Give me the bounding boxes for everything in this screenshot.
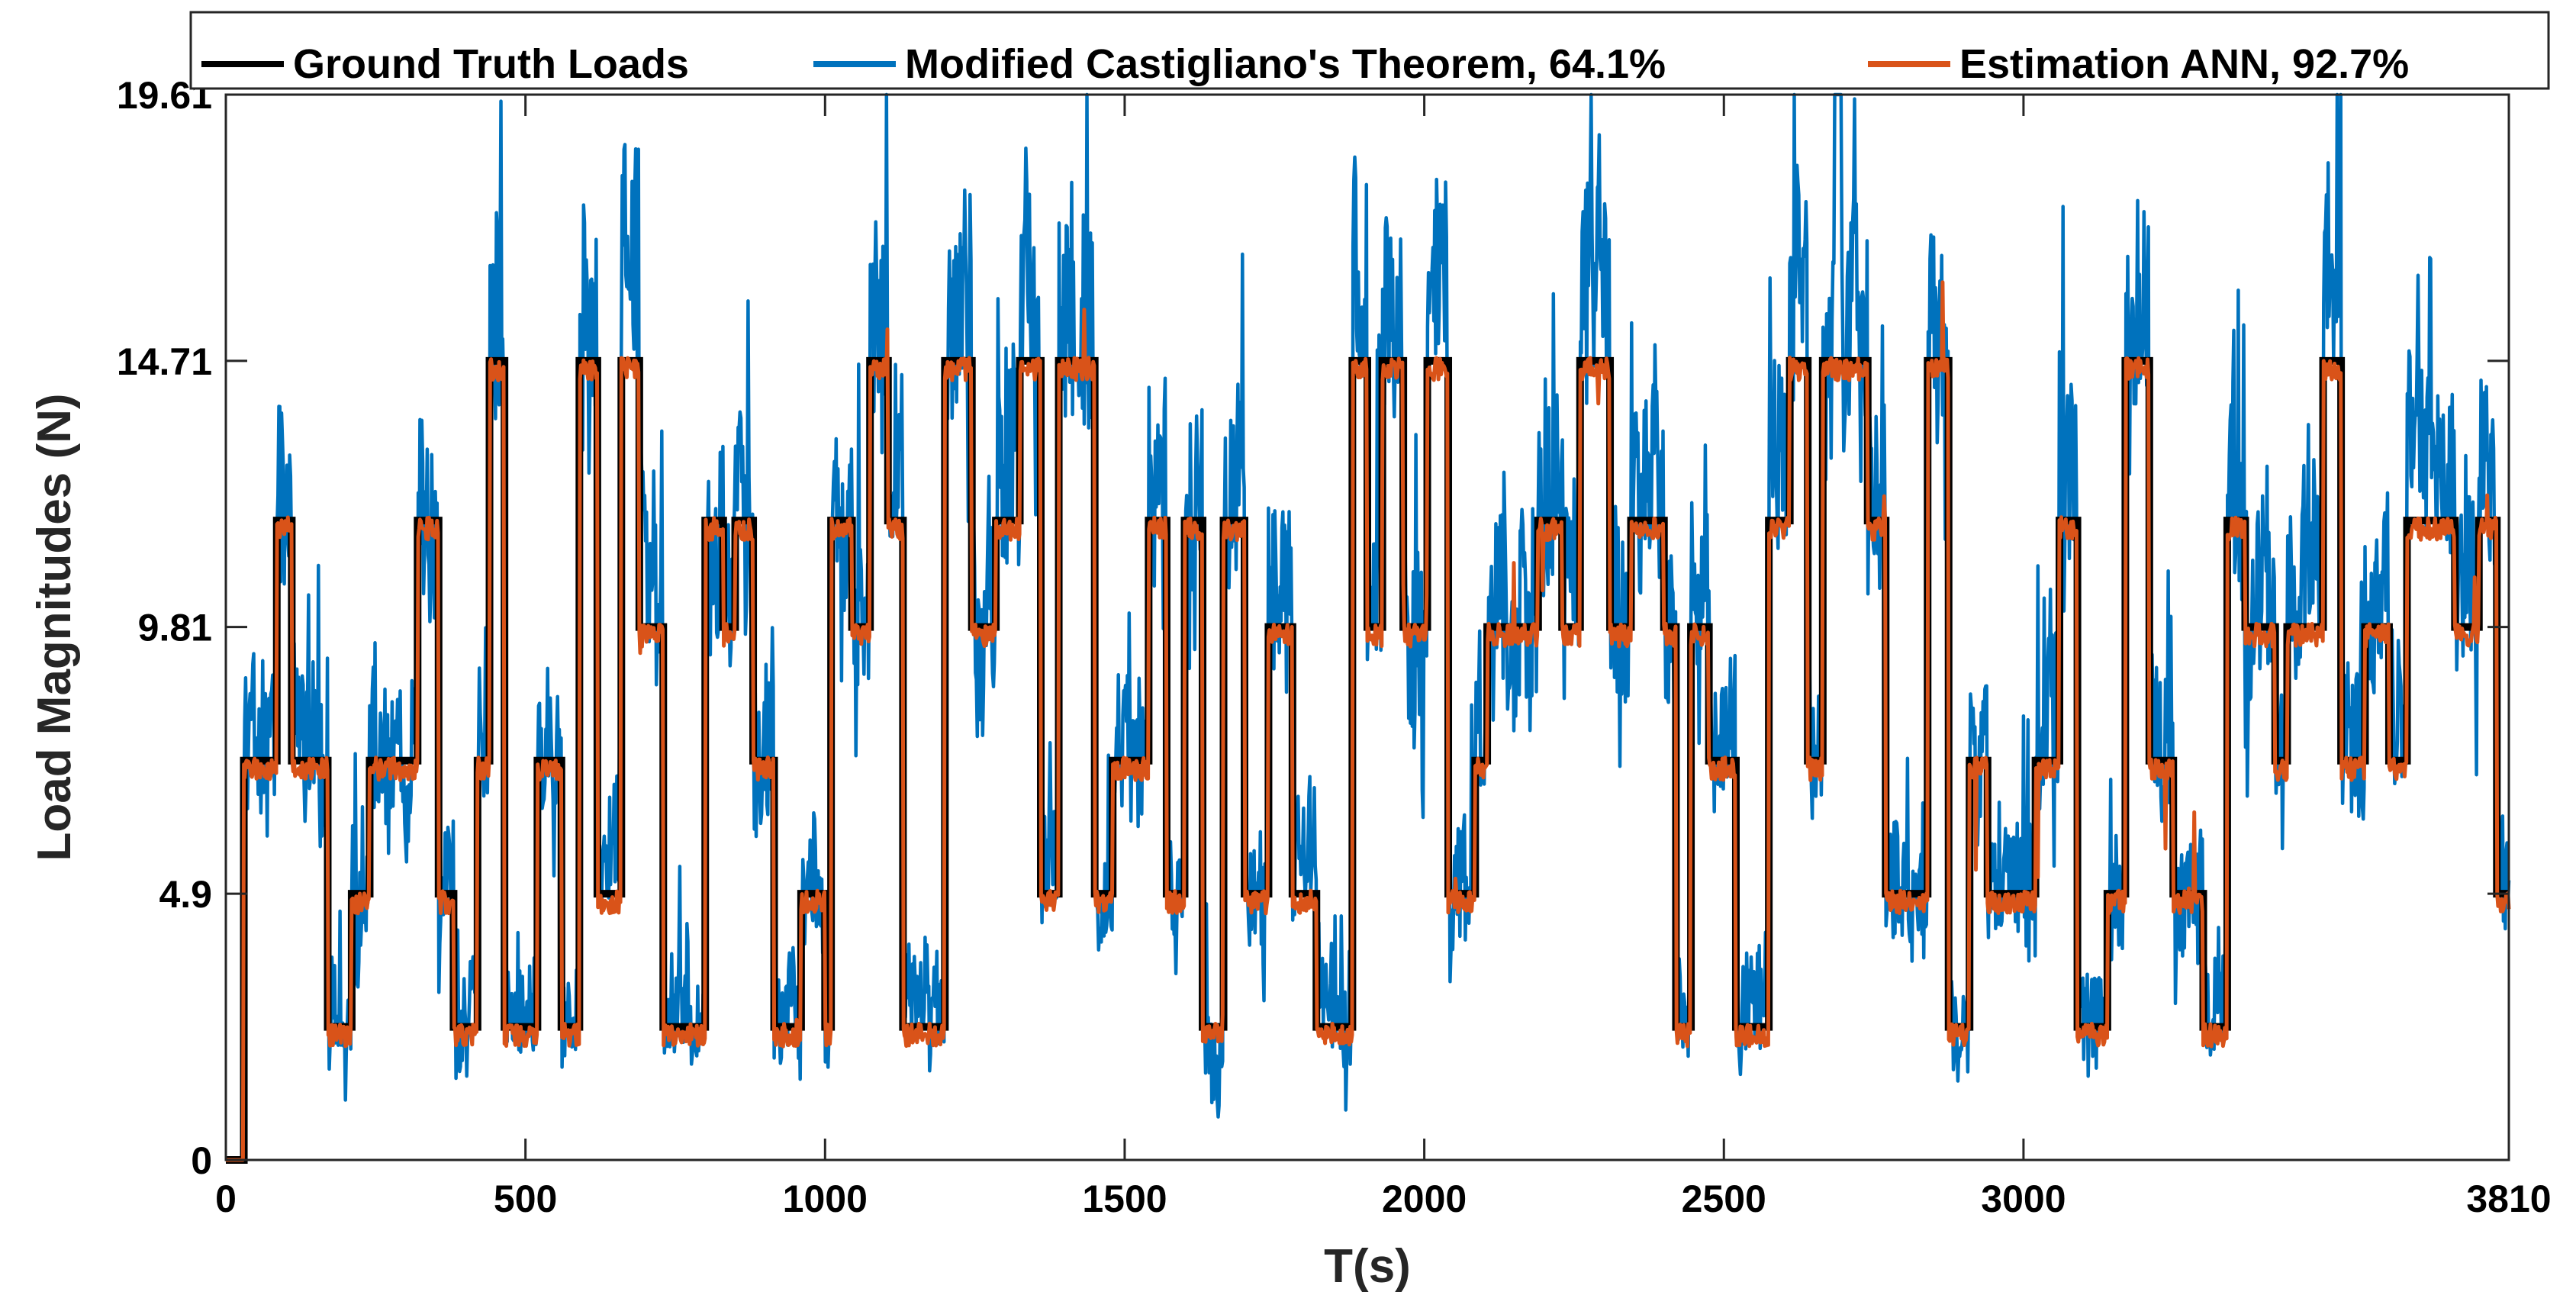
x-tick-label: 500 bbox=[494, 1178, 557, 1220]
series-layer bbox=[224, 92, 2511, 1164]
series-castigliano-line bbox=[224, 92, 2511, 1162]
axis-ticks: 0 500 1000 1500 2000 2500 3000 3810 0 4.9 9.81 14.7… bbox=[117, 74, 2552, 1220]
y-axis-label: Load Magnitudes (N) bbox=[28, 393, 81, 861]
y-tick-label: 0 bbox=[191, 1139, 212, 1182]
series-ann-line bbox=[224, 280, 2511, 1162]
x-tick-label: 2000 bbox=[1382, 1178, 1467, 1220]
legend-entry-ann: Estimation ANN, 92.7% bbox=[1959, 41, 2409, 87]
legend-entry-castigliano: Modified Castigliano's Theorem, 64.1% bbox=[905, 41, 1666, 87]
x-tick-label: 0 bbox=[215, 1178, 237, 1220]
x-tick-label: 3000 bbox=[1981, 1178, 2066, 1220]
y-tick-label: 14.71 bbox=[117, 340, 212, 383]
x-axis-label: T(s) bbox=[1324, 1240, 1411, 1293]
legend: Ground Truth Loads Modified Castigliano'… bbox=[189, 11, 2550, 90]
x-tick-label: 1500 bbox=[1082, 1178, 1167, 1220]
legend-entry-ground-truth: Ground Truth Loads bbox=[293, 41, 689, 87]
y-tick-label: 4.9 bbox=[159, 873, 212, 916]
x-tick-label: 1000 bbox=[783, 1178, 868, 1220]
x-tick-label: 3810 bbox=[2466, 1178, 2551, 1220]
y-tick-label: 9.81 bbox=[138, 607, 212, 649]
x-tick-label: 2500 bbox=[1682, 1178, 1766, 1220]
legend-box bbox=[189, 11, 2550, 90]
